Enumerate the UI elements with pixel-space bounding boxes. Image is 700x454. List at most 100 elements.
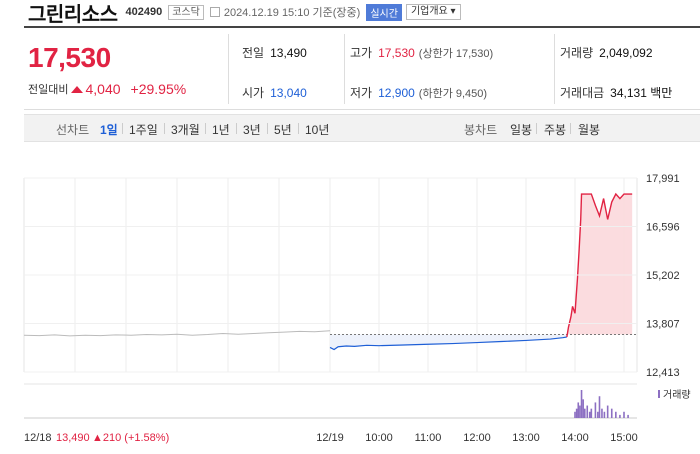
tab-3y[interactable]: 3년 <box>243 123 261 137</box>
volume-bar <box>627 414 629 418</box>
tab-10y[interactable]: 10년 <box>305 123 330 137</box>
volume-bar <box>590 408 593 418</box>
volume-bar <box>623 411 625 418</box>
lower-limit: (하한가 9,450) <box>418 88 488 100</box>
y-tick-label: 12,413 <box>646 367 680 379</box>
chart-footer: 12/18 13,490 ▲210 (+1.58%) <box>24 432 169 444</box>
volume-bar <box>574 411 576 418</box>
volume-bar <box>580 390 583 418</box>
tab-1d[interactable]: 1일 <box>100 123 118 137</box>
prev-day-price-line <box>23 330 331 337</box>
price-down-fill <box>330 334 567 350</box>
volume-bar <box>575 408 578 418</box>
open-price: 시가 13,040 <box>242 84 307 101</box>
x-tick-label: 15:00 <box>610 432 638 444</box>
x-tick-label: 12/19 <box>316 432 344 444</box>
candle-chart-label: 봉차트 <box>464 123 498 137</box>
volume-bar <box>601 408 603 418</box>
x-tick-label: 13:00 <box>512 432 540 444</box>
divider <box>205 123 206 134</box>
high-value: 17,530 <box>378 46 415 60</box>
tab-5y[interactable]: 5년 <box>274 123 292 137</box>
prev-day-date: 12/18 <box>24 432 52 444</box>
divider <box>536 123 537 134</box>
amount-label: 거래대금 <box>560 86 605 100</box>
y-tick-label: 16,596 <box>646 222 680 234</box>
volume-bar <box>619 414 621 418</box>
prev-day-change: ▲210 (+1.58%) <box>92 432 169 444</box>
divider <box>228 34 229 104</box>
divider <box>267 123 268 134</box>
volume-bar <box>597 411 599 418</box>
volume-legend-label: 거래량 <box>663 389 691 401</box>
diff-percent: +29.95% <box>130 81 187 97</box>
company-info-dropdown[interactable]: 기업개요 ▾ <box>405 4 461 20</box>
tab-daily-candle[interactable]: 일봉 <box>510 123 533 137</box>
current-price: 17,530 <box>28 42 111 73</box>
volume-bar <box>582 399 584 418</box>
up-arrow-icon <box>71 85 84 93</box>
volume-bar <box>615 411 617 418</box>
volume: 거래량 2,049,092 <box>560 44 653 61</box>
prev-close-label: 전일 <box>242 46 265 60</box>
open-label: 시가 <box>242 86 265 100</box>
low-price: 저가 12,900 (하한가 9,450) <box>350 84 487 101</box>
volume-bar <box>588 411 591 418</box>
divider <box>164 123 165 134</box>
intraday-chart[interactable]: 17,991 16,596 15,202 13,807 12,413 거래량 12/19… <box>0 160 700 454</box>
volume-bar <box>598 396 601 418</box>
y-axis: 17,991 16,596 15,202 13,807 12,413 <box>24 173 680 379</box>
tab-monthly-candle[interactable]: 월봉 <box>578 123 601 137</box>
volume-bar <box>606 405 609 418</box>
realtime-button[interactable]: 실시간 <box>366 3 402 21</box>
prev-day-close: 13,490 <box>56 432 90 444</box>
tab-1w[interactable]: 1주일 <box>129 123 158 137</box>
price-change: 전일대비 4,040 +29.95% <box>28 81 186 97</box>
today-price-line-above <box>566 192 633 338</box>
volume-label: 거래량 <box>560 46 594 60</box>
stock-header: 그린리소스 402490 코스닥 2024.12.19 15:10 기준(장중)… <box>0 0 700 26</box>
high-price: 고가 17,530 (상한가 17,530) <box>350 44 493 61</box>
high-label: 고가 <box>350 46 373 60</box>
low-value: 12,900 <box>378 86 415 100</box>
divider <box>554 34 555 104</box>
divider <box>344 34 345 104</box>
divider <box>570 123 571 134</box>
x-tick-label: 14:00 <box>561 432 589 444</box>
volume-bar <box>584 408 586 418</box>
volume-bar <box>579 405 581 418</box>
trade-amount: 거래대금 34,131 백만 <box>560 84 672 101</box>
volume-bar <box>594 402 597 418</box>
timestamp: 2024.12.19 15:10 기준(장중) <box>223 7 361 19</box>
open-value: 13,040 <box>270 86 307 100</box>
x-axis: 12/19 10:00 11:00 12:00 13:00 14:00 15:00 <box>316 432 638 444</box>
price-summary: 17,530 전일대비 4,040 +29.95% 전일 13,490 고가 1… <box>24 26 700 110</box>
amount-value: 34,131 백만 <box>610 86 673 100</box>
volume-bar <box>610 408 613 418</box>
volume-chart: 거래량 <box>24 383 691 419</box>
divider <box>236 123 237 134</box>
chart-period-tabs: 선차트 1일 1주일 3개월 1년 3년 5년 10년 봉차트 일봉 주봉 월봉 <box>24 114 700 142</box>
y-tick-label: 13,807 <box>646 319 680 331</box>
line-chart-label: 선차트 <box>56 123 90 137</box>
volume-bar <box>586 405 589 418</box>
divider <box>122 123 123 134</box>
stock-code: 402490 <box>125 6 163 18</box>
price-up-fill <box>566 194 633 337</box>
upper-limit: (상한가 17,530) <box>418 48 494 60</box>
stock-name: 그린리소스 <box>28 3 118 26</box>
x-tick-label: 12:00 <box>463 432 491 444</box>
tab-weekly-candle[interactable]: 주봉 <box>544 123 567 137</box>
y-tick-label: 15,202 <box>646 270 680 282</box>
divider <box>298 123 299 134</box>
low-label: 저가 <box>350 86 373 100</box>
volume-bar <box>577 402 580 418</box>
calendar-icon <box>209 7 220 17</box>
tab-3m[interactable]: 3개월 <box>171 123 200 137</box>
prev-close-value: 13,490 <box>270 46 307 60</box>
diff-value: 4,040 <box>85 81 121 97</box>
volume-bar <box>603 411 606 418</box>
prev-close: 전일 13,490 <box>242 44 307 61</box>
market-badge: 코스닥 <box>168 4 204 20</box>
tab-1y[interactable]: 1년 <box>212 123 230 137</box>
